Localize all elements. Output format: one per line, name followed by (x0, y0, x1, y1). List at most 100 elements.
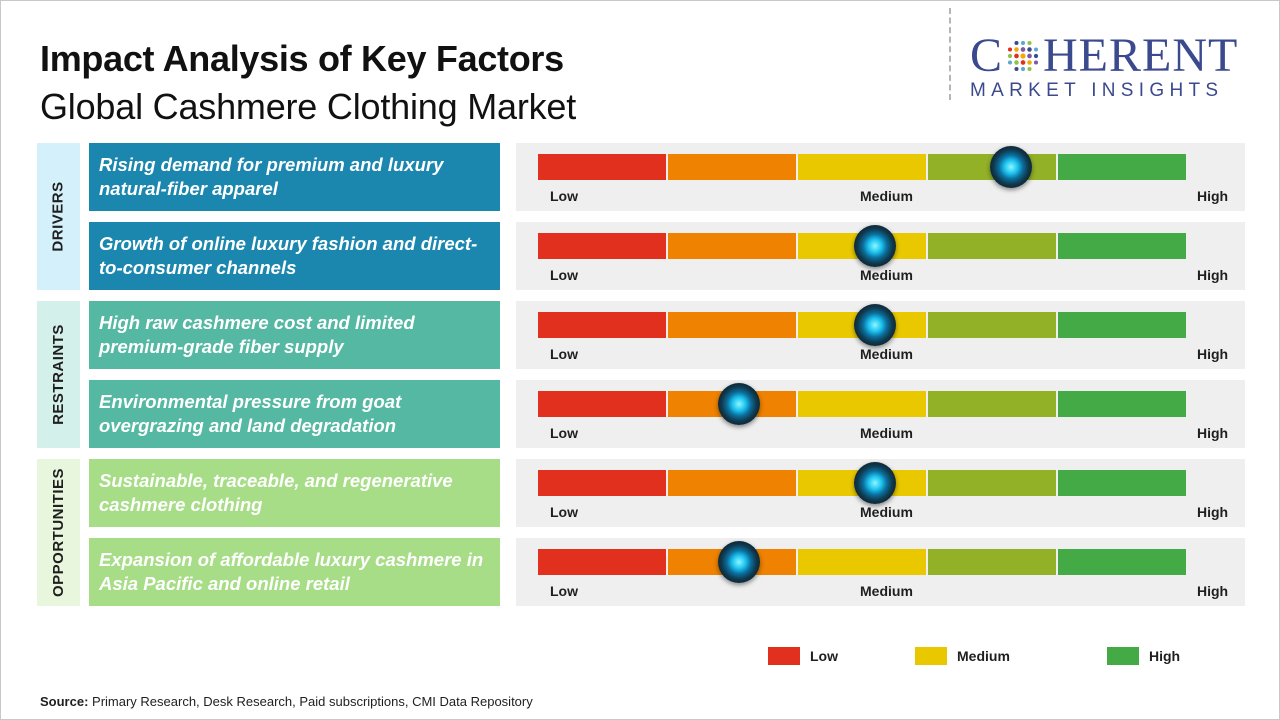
globe-dot (1020, 60, 1026, 65)
scale-label-medium: Medium (860, 504, 913, 520)
factor-label: Expansion of affordable luxury cashmere … (89, 538, 500, 606)
globe-dot (1033, 60, 1039, 65)
source-note: Source: Primary Research, Desk Research,… (40, 694, 533, 709)
scale-segment (668, 470, 796, 496)
scale-label-medium: Medium (860, 583, 913, 599)
scale-segment (1058, 470, 1186, 496)
scale-label-medium: Medium (860, 346, 913, 362)
globe-dot (1014, 47, 1019, 52)
scale-segment (538, 470, 666, 496)
legend-swatch (768, 647, 800, 665)
scale-segment (1058, 391, 1186, 417)
globe-dot (1027, 66, 1032, 72)
group-label-drivers: DRIVERS (37, 143, 80, 290)
group-label-text: OPPORTUNITIES (50, 467, 68, 598)
impact-marker (853, 462, 896, 504)
group-label-text: DRIVERS (50, 181, 67, 252)
scale-label-high: High (1197, 346, 1229, 362)
globe-dot (1007, 53, 1013, 59)
factor-label: Sustainable, traceable, and regenerative… (89, 459, 500, 527)
scale-label-high: High (1197, 504, 1229, 520)
globe-dot (1027, 53, 1032, 59)
impact-marker (990, 146, 1033, 188)
globe-dot (1033, 47, 1039, 52)
impact-scale: Low Medium High (516, 538, 1245, 606)
group-label-opportunities: OPPORTUNITIES (37, 459, 80, 606)
scale-segment (668, 233, 796, 259)
scale-label-high: High (1197, 188, 1229, 204)
scale-segment (928, 312, 1056, 338)
globe-dot (1020, 47, 1026, 52)
impact-scale: Low Medium High (516, 301, 1245, 369)
scale-segment (1058, 233, 1186, 259)
globe-dot (1020, 66, 1026, 72)
scale-segment (928, 470, 1056, 496)
scale-segment (668, 312, 796, 338)
impact-scale: Low Medium High (516, 380, 1245, 448)
globe-dot (1014, 60, 1019, 65)
logo-tagline: MARKET INSIGHTS (970, 80, 1224, 101)
legend-item: Low (768, 647, 838, 665)
scale-segment (928, 549, 1056, 575)
scale-label-low: Low (550, 425, 578, 441)
scale-segment (538, 233, 666, 259)
scale-segment (1058, 312, 1186, 338)
globe-dot (1020, 40, 1026, 46)
globe-dot (1014, 53, 1019, 59)
scale-segment (538, 549, 666, 575)
group-label-restraints: RESTRAINTS (37, 301, 80, 448)
chart-title: Impact Analysis of Key Factors (40, 38, 564, 79)
scale-label-medium: Medium (860, 425, 913, 441)
globe-dot (1027, 40, 1032, 46)
globe-dot (1033, 53, 1039, 59)
scale-segment (1058, 549, 1186, 575)
legend-label: Medium (957, 648, 1010, 664)
globe-dot (1020, 53, 1026, 59)
logo-wordmark: C HERENT (970, 29, 1239, 82)
factor-label: Growth of online luxury fashion and dire… (89, 222, 500, 290)
impact-marker (853, 304, 896, 346)
scale-label-medium: Medium (860, 188, 913, 204)
scale-segment (928, 391, 1056, 417)
scale-label-medium: Medium (860, 267, 913, 283)
globe-dot (1014, 40, 1019, 46)
scale-segment (1058, 154, 1186, 180)
scale-label-low: Low (550, 267, 578, 283)
impact-scale: Low Medium High (516, 222, 1245, 290)
impact-scale: Low Medium High (516, 459, 1245, 527)
globe-dot (1027, 47, 1032, 52)
legend-item: High (1107, 647, 1180, 665)
globe-dot (1027, 60, 1032, 65)
scale-segment (798, 549, 926, 575)
scale-label-low: Low (550, 583, 578, 599)
scale-segment (538, 312, 666, 338)
legend-item: Medium (915, 647, 1010, 665)
scale-label-high: High (1197, 583, 1229, 599)
legend-label: High (1149, 648, 1181, 664)
impact-marker (717, 383, 760, 425)
legend-swatch (915, 647, 947, 665)
globe-icon (1007, 40, 1039, 72)
globe-dot (1007, 60, 1013, 65)
factor-label: Environmental pressure from goat overgra… (89, 380, 500, 448)
scale-segment (538, 391, 666, 417)
impact-marker (853, 225, 896, 267)
factor-label: Rising demand for premium and luxury nat… (89, 143, 500, 211)
logo-divider (949, 8, 951, 100)
globe-dot (1007, 47, 1013, 52)
chart-subtitle: Global Cashmere Clothing Market (40, 86, 577, 127)
scale-label-high: High (1197, 267, 1229, 283)
scale-segment (798, 391, 926, 417)
scale-segment (668, 154, 796, 180)
impact-scale: Low Medium High (516, 143, 1245, 211)
factor-label: High raw cashmere cost and limited premi… (89, 301, 500, 369)
scale-label-low: Low (550, 346, 578, 362)
scale-label-low: Low (550, 504, 578, 520)
scale-segment (798, 154, 926, 180)
scale-segment (928, 233, 1056, 259)
globe-dot (1014, 66, 1019, 72)
scale-label-high: High (1197, 425, 1229, 441)
group-label-text: RESTRAINTS (50, 324, 67, 425)
scale-segment (538, 154, 666, 180)
impact-marker (717, 541, 760, 583)
